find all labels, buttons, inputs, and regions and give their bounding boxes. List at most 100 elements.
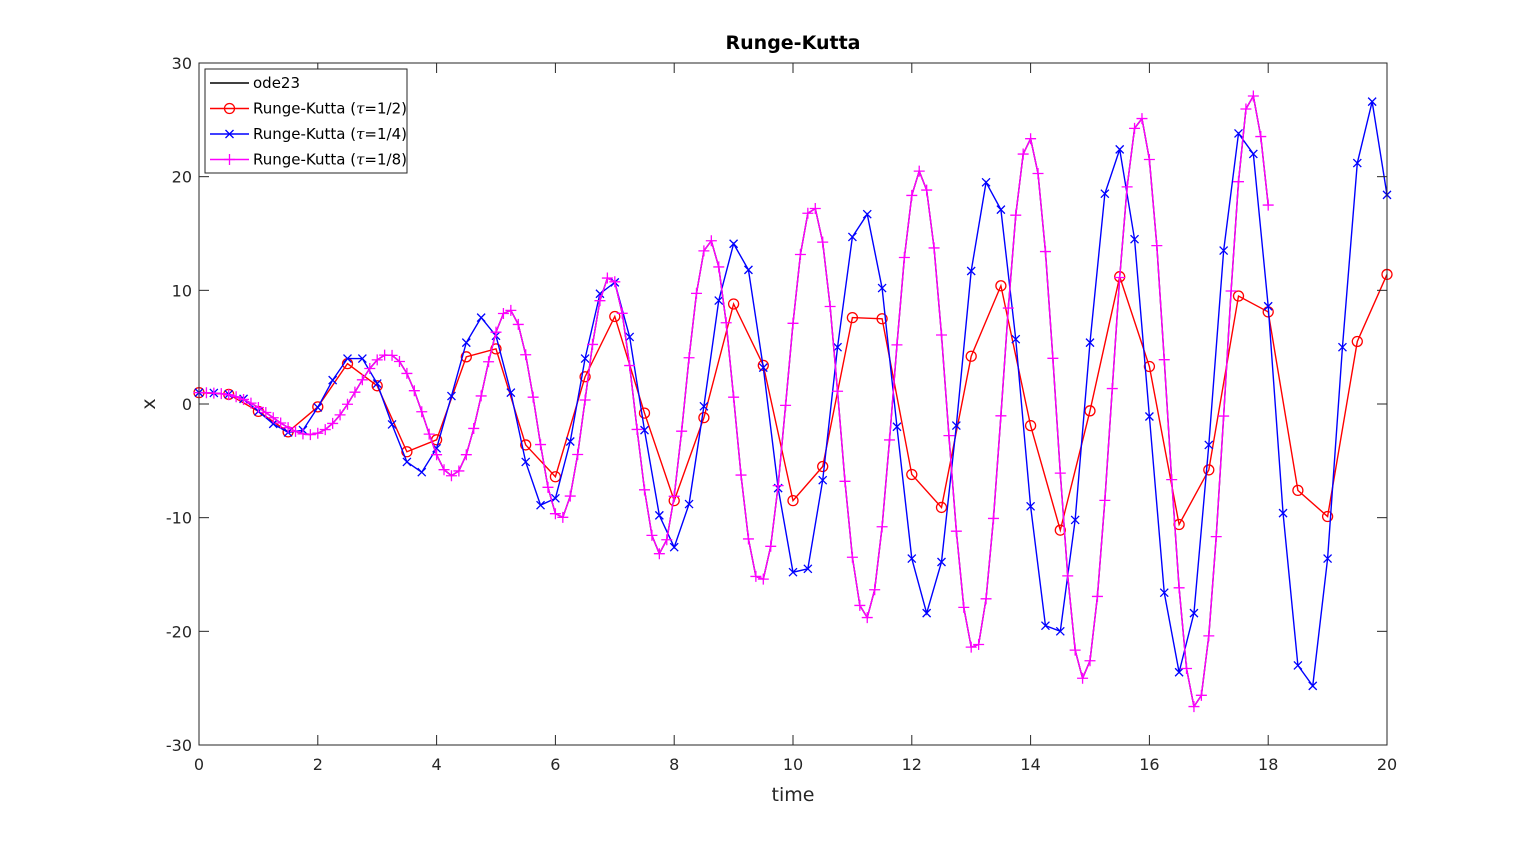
series-3-point-24 xyxy=(371,354,383,366)
series-3-point-126 xyxy=(1129,122,1141,134)
series-2-point-51 xyxy=(951,421,961,431)
series-3-point-58 xyxy=(624,360,636,372)
series-3-point-62 xyxy=(653,548,665,560)
series-3-point-13 xyxy=(290,425,302,437)
y-tick-label-2: -10 xyxy=(166,509,192,528)
series-3-point-45 xyxy=(527,391,539,403)
legend-tau-1: τ xyxy=(356,100,365,118)
series-3-point-68 xyxy=(698,245,710,257)
legend-marker-3 xyxy=(224,154,235,165)
legend-tau-2: τ xyxy=(356,125,365,143)
series-1-point-4 xyxy=(312,401,324,413)
series-3-point-79 xyxy=(780,399,792,411)
series-layer xyxy=(193,90,1393,713)
x-tick-label-6: 12 xyxy=(902,755,922,774)
series-2-point-45 xyxy=(862,209,872,219)
series-3-point-19 xyxy=(334,409,346,421)
series-3-point-115 xyxy=(1047,352,1059,364)
series-1-point-21 xyxy=(817,460,829,473)
series-3-point-72 xyxy=(728,391,740,403)
series-3-point-39 xyxy=(483,356,495,368)
series-3-point-118 xyxy=(1069,644,1081,656)
series-3-point-106 xyxy=(980,593,992,605)
series-2-point-5 xyxy=(268,419,278,429)
series-3-point-92 xyxy=(876,521,888,533)
series-1-point-30 xyxy=(1084,405,1096,417)
series-3-point-27 xyxy=(393,355,405,367)
series-3-point-35 xyxy=(453,465,465,477)
legend-item-1: Runge-Kutta (τ=1/2) xyxy=(210,100,407,118)
legend-item-0: ode23 xyxy=(210,74,300,92)
series-3-point-139 xyxy=(1225,285,1237,297)
series-2-point-19 xyxy=(476,313,486,323)
series-2-point-30 xyxy=(640,425,649,435)
series-3-point-119 xyxy=(1077,672,1089,684)
series-1-point-18 xyxy=(727,298,740,310)
series-3-point-49 xyxy=(557,511,569,523)
series-2-point-60 xyxy=(1085,338,1095,348)
series-2-point-22 xyxy=(521,457,531,467)
series-3-point-135 xyxy=(1195,689,1207,701)
series-3-point-55 xyxy=(601,272,613,284)
series-3-point-46 xyxy=(535,439,547,451)
x-tick-label-3: 6 xyxy=(550,755,560,774)
series-1-point-15 xyxy=(638,407,651,419)
series-3-point-96 xyxy=(906,189,918,201)
series-2-point-68 xyxy=(1204,440,1214,450)
series-1-point-35 xyxy=(1232,290,1245,302)
series-3-point-21 xyxy=(349,386,361,398)
x-tick-label-1: 2 xyxy=(313,755,323,774)
series-2-point-56 xyxy=(1026,501,1036,511)
series-3-point-59 xyxy=(631,423,643,435)
series-2-point-77 xyxy=(1337,342,1347,352)
y-tick-label-6: 30 xyxy=(172,54,192,73)
series-2-point-49 xyxy=(922,608,932,618)
series-2-point-57 xyxy=(1040,621,1050,631)
series-2-point-36 xyxy=(729,239,739,249)
series-3-point-138 xyxy=(1218,410,1230,422)
legend-label-2: Runge-Kutta (τ=1/4) xyxy=(253,125,407,143)
series-2-point-61 xyxy=(1100,189,1110,199)
series-1-point-29 xyxy=(1054,524,1066,536)
series-3-point-112 xyxy=(1025,133,1037,145)
series-2-point-18 xyxy=(461,338,471,348)
series-2-point-41 xyxy=(803,564,813,574)
series-3-point-110 xyxy=(1010,209,1022,221)
series-3-point-108 xyxy=(995,410,1007,422)
y-tick-label-1: -20 xyxy=(166,622,192,641)
series-3-point-77 xyxy=(765,540,777,552)
series-3-point-7 xyxy=(245,397,257,409)
series-3-point-76 xyxy=(757,573,769,585)
series-3-point-131 xyxy=(1166,474,1178,486)
series-1-point-34 xyxy=(1203,464,1215,476)
series-3-point-134 xyxy=(1188,701,1200,713)
legend-suffix-1: =1/2) xyxy=(364,100,407,118)
legend-suffix-3: =1/8) xyxy=(364,151,407,169)
series-3-point-22 xyxy=(356,374,368,386)
y-tick-label-4: 10 xyxy=(172,281,192,300)
series-3-point-17 xyxy=(319,424,331,436)
y-tick-label-3: 0 xyxy=(182,395,192,414)
legend-marker-1 xyxy=(223,102,236,115)
series-2-point-38 xyxy=(758,363,768,373)
series-3-point-98 xyxy=(921,184,933,196)
series-3-point-81 xyxy=(794,249,806,261)
series-3-point-8 xyxy=(252,402,264,414)
series-2-point-70 xyxy=(1234,129,1243,138)
series-3-point-87 xyxy=(839,475,851,487)
series-3-point-88 xyxy=(846,551,858,563)
legend-label-text-3: Runge-Kutta ( xyxy=(253,151,356,169)
series-3-point-95 xyxy=(898,251,910,263)
x-tick-label-10: 20 xyxy=(1377,755,1397,774)
series-3-point-60 xyxy=(639,484,650,496)
series-3-point-93 xyxy=(884,434,896,446)
series-3-point-78 xyxy=(772,480,784,492)
series-2-point-29 xyxy=(625,332,635,342)
legend-tau-3: τ xyxy=(356,151,365,169)
series-2-point-32 xyxy=(669,542,679,552)
x-tick-label-4: 8 xyxy=(669,755,679,774)
series-3-point-44 xyxy=(520,349,532,361)
series-3-point-36 xyxy=(460,449,472,461)
